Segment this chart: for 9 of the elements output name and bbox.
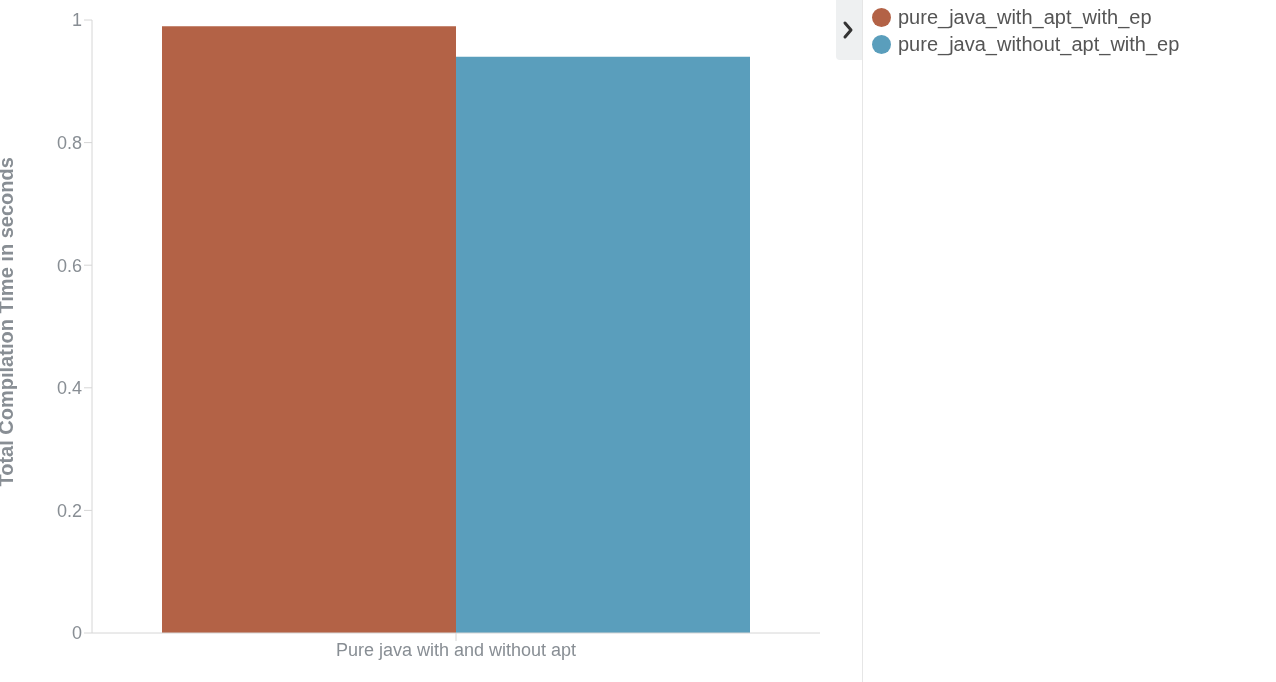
- y-tick-label: 0.8: [56, 132, 82, 153]
- legend-label: pure_java_with_apt_with_ep: [898, 6, 1152, 29]
- x-tick-label: Pure java with and without apt: [335, 639, 577, 660]
- legend-label: pure_java_without_apt_with_ep: [898, 33, 1180, 56]
- y-tick-label: 0.4: [56, 378, 82, 399]
- y-tick-label: 1: [71, 10, 82, 31]
- y-tick-label: 0.2: [56, 500, 82, 521]
- y-tick-label: 0.6: [56, 255, 82, 276]
- y-tick-label: 0: [71, 623, 82, 644]
